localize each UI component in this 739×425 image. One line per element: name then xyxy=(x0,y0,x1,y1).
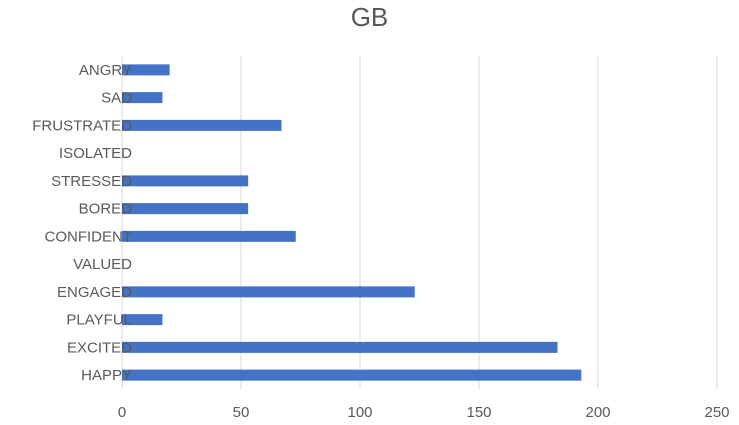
bar xyxy=(122,314,163,326)
y-tick-label: SAD xyxy=(101,90,132,107)
y-tick-label: HAPPY xyxy=(81,367,132,384)
bar xyxy=(122,286,415,298)
x-tick-label: 150 xyxy=(466,404,491,421)
x-tick-label: 50 xyxy=(233,404,250,421)
bar xyxy=(122,230,296,242)
y-tick-label: FRUSTRATED xyxy=(32,117,132,134)
bar xyxy=(122,175,249,187)
y-tick-label: PLAYFUL xyxy=(66,312,132,329)
bar xyxy=(122,119,282,131)
y-tick-label: VALUED xyxy=(73,256,132,273)
bar xyxy=(122,64,170,76)
y-tick-label: ISOLATED xyxy=(59,145,132,162)
y-tick-label: STRESSED xyxy=(51,173,132,190)
chart-title: GB xyxy=(350,2,389,32)
y-tick-label: ENGAGED xyxy=(57,284,132,301)
y-tick-label: ANGRY xyxy=(79,62,132,79)
y-tick-label: EXCITED xyxy=(67,339,132,356)
y-tick-label: CONFIDENT xyxy=(45,228,133,245)
bar xyxy=(122,369,582,381)
bar xyxy=(122,341,558,353)
x-tick-label: 0 xyxy=(118,404,126,421)
x-tick-label: 250 xyxy=(704,404,729,421)
bar xyxy=(122,92,163,104)
x-tick-label: 200 xyxy=(585,404,610,421)
y-tick-label: BORED xyxy=(79,201,133,218)
bar xyxy=(122,203,249,215)
x-tick-label: 100 xyxy=(347,404,372,421)
